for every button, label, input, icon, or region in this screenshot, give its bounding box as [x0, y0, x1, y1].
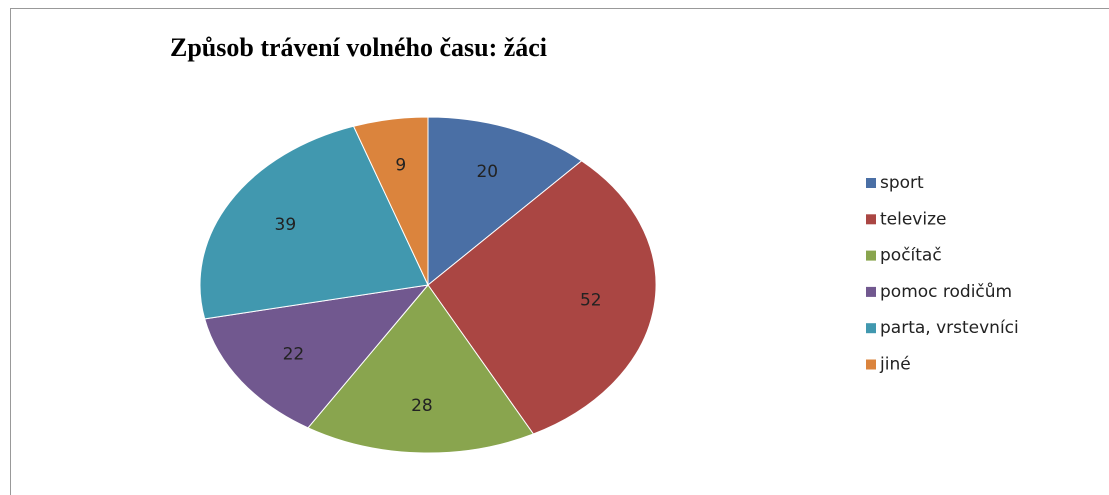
legend-swatch [866, 214, 876, 225]
chart-title: Způsob trávení volného času: žáci [170, 33, 547, 62]
pie-slice [352, 116, 429, 286]
legend-label: parta, vrstevníci [880, 318, 1019, 338]
data-label: 20 [476, 162, 498, 182]
legend-label: sport [880, 173, 924, 193]
legend-label: pomoc rodičům [880, 282, 1012, 302]
pie-slice [427, 116, 583, 287]
pie-slice [204, 284, 430, 429]
pie-slice [199, 125, 429, 320]
data-label: 9 [395, 156, 406, 176]
data-label: 28 [411, 396, 433, 416]
legend-label: jiné [879, 355, 911, 375]
pie-slice [307, 284, 535, 454]
data-label: 22 [283, 344, 305, 364]
legend-label: počítač [880, 246, 942, 266]
data-label: 52 [580, 291, 602, 311]
legend-swatch [866, 323, 876, 334]
legend-label: televize [880, 209, 946, 229]
legend-swatch [866, 250, 876, 261]
legend-swatch [866, 178, 876, 188]
legend-swatch [866, 359, 876, 370]
data-label: 39 [275, 215, 297, 235]
legend-swatch [866, 286, 876, 297]
pie-slice [427, 160, 657, 435]
